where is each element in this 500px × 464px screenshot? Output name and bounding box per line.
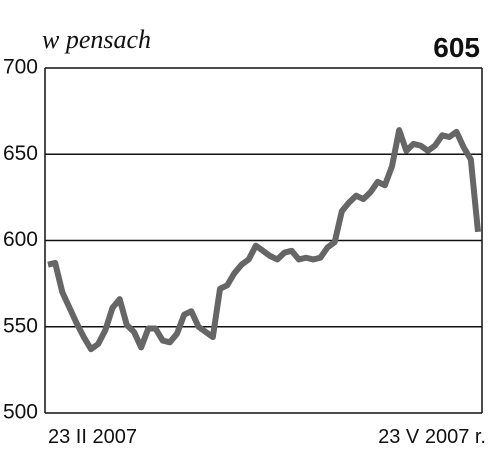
line [47,127,481,353]
y-tick-label: 500 [3,401,38,424]
y-tick-label: 600 [3,228,38,251]
x-tick-label: 23 II 2007 [48,426,137,448]
chart-title: w pensach [42,25,151,54]
annotation: 605 [433,32,480,63]
y-tick-label: 550 [3,314,38,337]
x-tick-label: 23 V 2007 r. [378,426,486,448]
y-tick-label: 650 [3,142,38,165]
y-tick-label: 700 [3,56,38,79]
